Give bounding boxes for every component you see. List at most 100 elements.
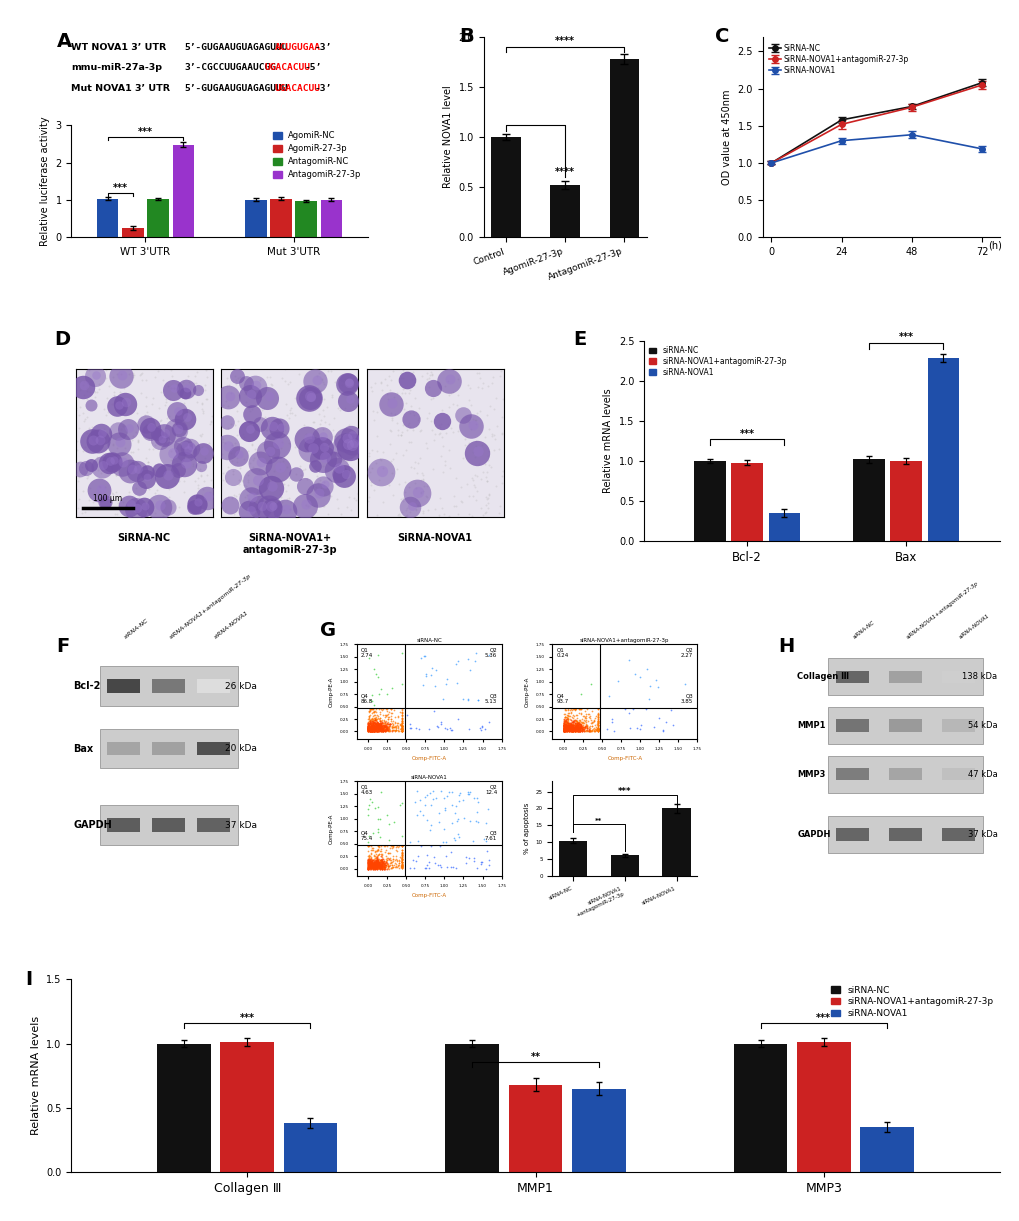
Point <box>393 845 410 864</box>
Point <box>567 700 583 719</box>
Point <box>556 719 573 739</box>
Point <box>426 853 442 873</box>
Y-axis label: Relative NOVA1 level: Relative NOVA1 level <box>442 85 452 188</box>
Point <box>393 846 410 866</box>
Point <box>369 822 385 841</box>
Point <box>374 850 390 869</box>
Point <box>564 713 580 733</box>
Point <box>360 722 376 741</box>
Point <box>560 717 577 736</box>
Point <box>371 722 387 741</box>
Point <box>372 720 388 740</box>
Point <box>368 709 384 729</box>
Point <box>556 716 573 735</box>
Point <box>555 720 572 740</box>
Point <box>373 850 389 869</box>
Point <box>574 706 590 725</box>
Point <box>365 853 381 873</box>
Point <box>364 720 380 740</box>
Point <box>370 855 386 874</box>
Point <box>393 858 410 878</box>
Point <box>393 713 410 733</box>
Point <box>367 718 383 737</box>
Point <box>376 858 392 878</box>
Point <box>362 706 378 725</box>
Point <box>363 709 379 729</box>
Point <box>379 720 395 740</box>
Point <box>556 717 573 736</box>
Point <box>370 852 386 872</box>
Point <box>387 717 404 736</box>
Point <box>556 720 573 740</box>
Point <box>393 858 410 878</box>
Point <box>363 717 379 736</box>
Point <box>366 856 382 875</box>
Point <box>393 708 410 728</box>
Point <box>393 852 410 872</box>
Point <box>368 858 384 878</box>
Point <box>460 781 476 801</box>
Point <box>571 719 587 739</box>
Point <box>370 708 386 728</box>
Point <box>367 855 383 874</box>
Point <box>589 705 605 724</box>
Point <box>412 801 428 821</box>
Point <box>375 713 391 733</box>
Point <box>662 701 679 720</box>
Point <box>570 718 586 737</box>
Point <box>561 719 578 739</box>
Point <box>370 717 386 736</box>
Point <box>392 718 409 737</box>
Text: C: C <box>714 27 729 45</box>
Point <box>555 719 572 739</box>
Point <box>555 722 572 741</box>
Point <box>370 853 386 873</box>
Point <box>562 722 579 741</box>
Point <box>393 717 410 736</box>
Point <box>363 858 379 878</box>
Point <box>366 713 382 733</box>
Point <box>361 851 377 871</box>
Point <box>370 855 386 874</box>
Point <box>367 720 383 740</box>
Point <box>560 717 577 736</box>
Point <box>372 711 388 730</box>
Point <box>371 708 387 728</box>
Point <box>372 718 388 737</box>
Point <box>377 857 393 877</box>
Point <box>401 719 418 739</box>
Point <box>561 720 578 740</box>
Point <box>438 669 454 689</box>
Point <box>572 711 588 730</box>
Point <box>557 712 574 731</box>
Text: ACUGUGAA: ACUGUGAA <box>274 44 320 53</box>
Point <box>560 722 577 741</box>
Point <box>562 711 579 730</box>
Point <box>589 712 605 731</box>
Point <box>564 722 580 741</box>
Point <box>367 850 383 869</box>
Point <box>561 717 578 736</box>
Point <box>560 719 577 739</box>
Point <box>393 857 410 877</box>
Point <box>370 857 386 877</box>
Point <box>424 789 440 808</box>
Point <box>371 700 387 719</box>
Point <box>363 722 379 741</box>
Point <box>365 846 381 866</box>
Point <box>555 712 572 731</box>
Point <box>363 709 379 729</box>
Point <box>431 855 447 874</box>
Point <box>558 714 575 734</box>
Point <box>555 722 572 741</box>
Point <box>560 719 577 739</box>
Point <box>369 850 385 869</box>
Point <box>373 852 389 872</box>
Point <box>378 700 394 719</box>
Point <box>555 717 572 736</box>
Point <box>558 714 575 734</box>
Point <box>372 716 388 735</box>
Point <box>562 718 579 737</box>
Point <box>393 792 410 812</box>
Point <box>393 719 410 739</box>
